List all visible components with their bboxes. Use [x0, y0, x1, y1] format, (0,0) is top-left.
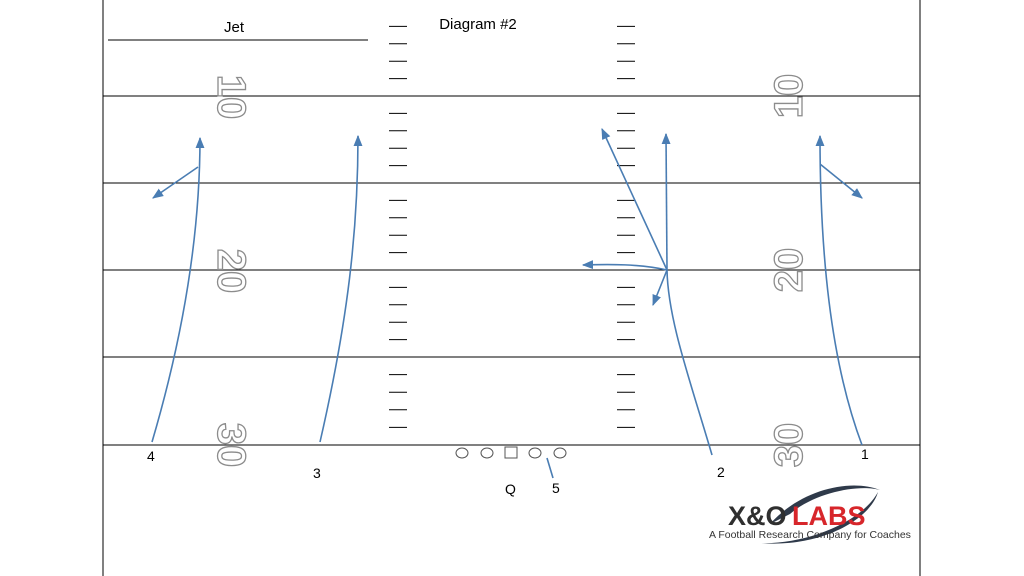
quarterback-label: Q: [505, 481, 516, 497]
yard-number-right-20: 20: [767, 248, 811, 293]
route-3-seam: [319, 134, 363, 443]
route-1-option: [819, 163, 863, 199]
yard-number-left-30: 30: [209, 423, 253, 468]
route-5-short: [546, 457, 554, 479]
receiver-label-3: 3: [313, 465, 321, 481]
hash-marks-left: [389, 25, 407, 428]
routes: [151, 127, 863, 479]
logo-tagline: A Football Research Company for Coaches: [709, 529, 911, 541]
logo-swoosh: [770, 485, 880, 524]
route-2-post: [601, 127, 668, 271]
lineman: [528, 447, 542, 459]
hash-marks-right: [617, 25, 635, 428]
receiver-label-1: 1: [861, 446, 869, 462]
receiver-label-4: 4: [147, 448, 155, 464]
route-2-stem: [666, 269, 713, 456]
receiver-label-2: 2: [717, 464, 725, 480]
logo-suffix: LABS: [792, 501, 866, 531]
route-4-stem: [151, 136, 205, 443]
center-square: [504, 446, 518, 459]
diagram-title: Diagram #2: [439, 16, 517, 33]
lineman: [455, 447, 469, 459]
yard-number-left-20: 20: [209, 249, 253, 294]
logo-prefix: X&O: [728, 501, 787, 531]
xo-labs-logo: X&O LABS A Football Research Company for…: [709, 485, 911, 544]
yard-lines: [103, 95, 920, 446]
offensive-line: [455, 446, 567, 459]
route-2-vertical: [661, 132, 671, 271]
yard-number-left-10: 10: [209, 75, 253, 120]
lineman: [480, 447, 494, 459]
yard-number-right-10: 10: [767, 74, 811, 119]
route-2-out: [581, 260, 668, 271]
receiver-label-5: 5: [552, 480, 560, 496]
route-4-option: [152, 166, 199, 199]
route-2-check: [652, 269, 668, 307]
yard-number-right-30: 30: [767, 423, 811, 468]
route-1-stem: [815, 134, 863, 446]
lineman: [553, 447, 567, 459]
formation-label: Jet: [224, 19, 245, 36]
